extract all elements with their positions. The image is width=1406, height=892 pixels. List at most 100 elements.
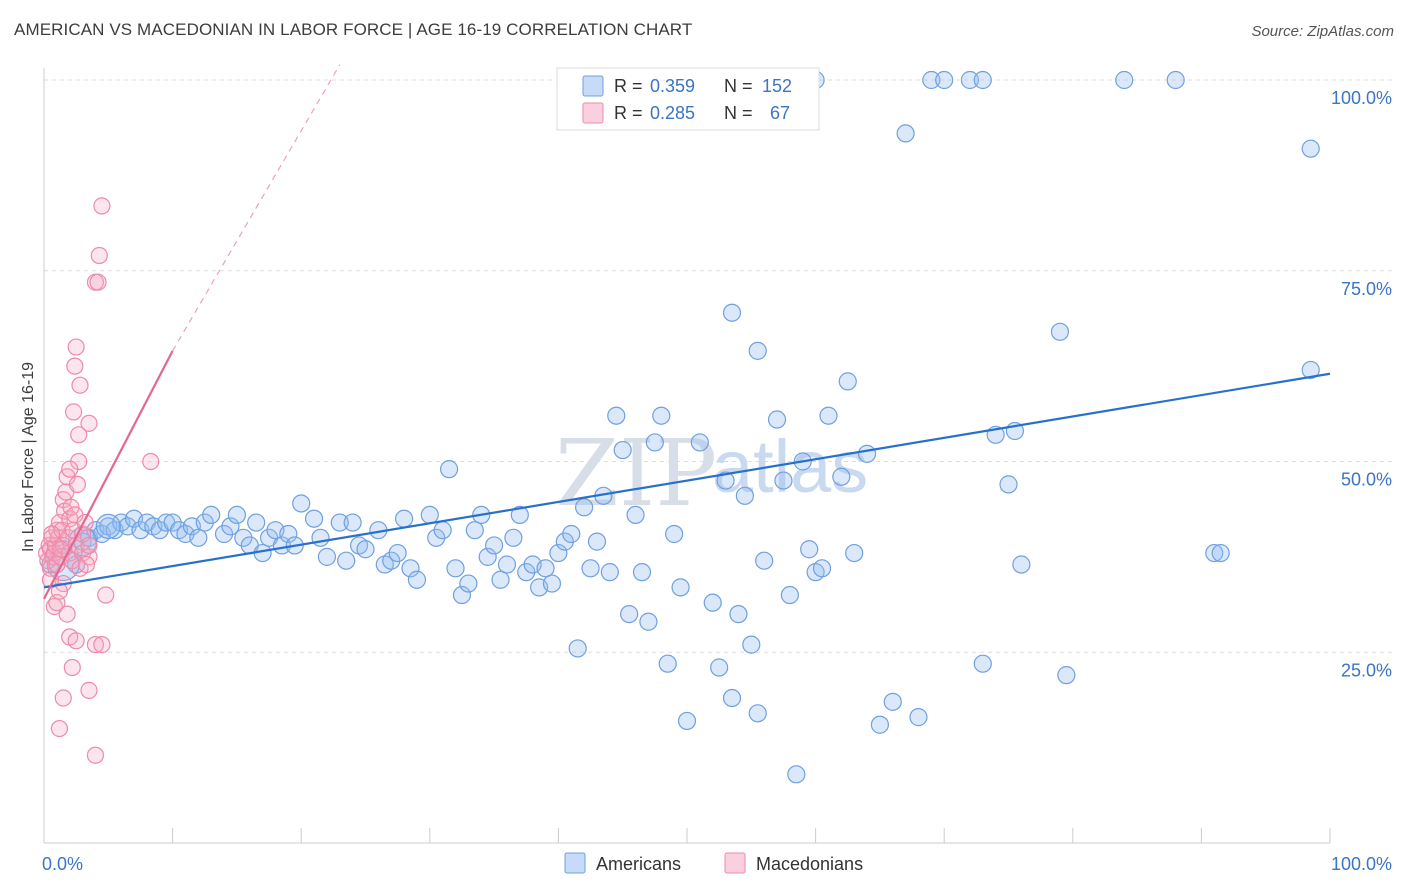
american-point: [485, 536, 504, 555]
american-point: [214, 524, 234, 544]
american-point: [279, 524, 298, 544]
american-point: [497, 555, 517, 574]
american-point: [767, 410, 787, 429]
american-point: [722, 303, 742, 322]
macedonian-point: [71, 376, 89, 394]
macedonian-point: [86, 636, 105, 654]
american-point: [870, 715, 890, 734]
watermark: ZIP atlas: [555, 420, 868, 527]
chart-title: AMERICAN VS MACEDONIAN IN LABOR FORCE | …: [14, 20, 693, 39]
legend-swatch-americans: [564, 852, 586, 874]
american-point: [247, 513, 266, 532]
american-point: [960, 70, 980, 90]
legend-item-americans[interactable]: Americans: [564, 852, 681, 874]
american-point: [343, 513, 362, 532]
american-point: [748, 704, 767, 723]
american-point: [542, 574, 562, 593]
macedonians-trend-extension: [172, 64, 341, 352]
macedonian-point: [80, 536, 98, 555]
american-point: [935, 70, 954, 90]
american-point: [857, 444, 877, 463]
american-point: [394, 509, 414, 528]
axes: [43, 68, 1331, 844]
american-point: [581, 559, 600, 578]
american-point: [607, 406, 626, 425]
american-point: [716, 471, 735, 490]
macedonian-point: [54, 689, 72, 707]
american-point: [234, 528, 253, 547]
legend-r-value: 0.359: [650, 76, 695, 96]
american-point: [195, 513, 214, 532]
macedonian-point: [50, 719, 69, 738]
y-tick-label: 75.0%: [1341, 279, 1392, 299]
american-point: [504, 528, 523, 547]
american-point: [1057, 666, 1076, 685]
american-point: [838, 372, 857, 391]
macedonian-point: [68, 475, 87, 493]
american-point: [1050, 322, 1070, 341]
american-point: [510, 505, 529, 525]
american-point: [973, 70, 992, 90]
american-point: [690, 433, 709, 452]
american-point: [1115, 70, 1134, 90]
macedonian-point: [90, 246, 108, 265]
american-point: [677, 711, 697, 731]
american-point: [439, 460, 459, 479]
american-point: [1211, 543, 1230, 563]
american-point: [568, 639, 587, 658]
macedonian-point: [61, 460, 79, 478]
watermark-zip: ZIP: [555, 420, 717, 527]
trend-lines: [43, 64, 1331, 600]
american-point: [549, 543, 568, 563]
legend-r-value: 0.285: [650, 103, 695, 123]
legend-n-label: N =: [724, 76, 753, 96]
legend-n-value: 152: [762, 76, 792, 96]
legend-swatch-macedonians: [582, 102, 604, 124]
macedonian-point: [58, 605, 76, 623]
american-point: [832, 467, 851, 486]
macedonian-point: [80, 414, 98, 432]
american-point: [407, 570, 427, 589]
macedonian-point: [67, 632, 85, 650]
american-point: [845, 543, 864, 563]
macedonian-point: [80, 681, 98, 700]
macedonian-point: [70, 426, 88, 444]
american-point: [671, 578, 690, 597]
american-point: [735, 486, 754, 505]
american-point: [311, 528, 330, 547]
tick-labels: 25.0% 50.0% 75.0% 100.0% 0.0% 100.0%: [42, 88, 1392, 874]
american-point: [787, 765, 806, 784]
american-point: [973, 654, 992, 673]
y-tick-label: 50.0%: [1341, 470, 1392, 490]
macedonian-point: [63, 658, 81, 677]
american-point: [189, 528, 208, 547]
american-point: [883, 692, 902, 711]
american-point: [446, 559, 465, 578]
american-point: [536, 559, 555, 578]
data-points: [37, 70, 1320, 784]
american-point: [1012, 555, 1031, 574]
american-point: [665, 524, 684, 544]
american-point: [645, 433, 664, 452]
american-point: [1301, 360, 1320, 380]
american-point: [491, 570, 510, 589]
american-point: [620, 604, 639, 624]
american-point: [292, 494, 311, 513]
x-tick-label: 0.0%: [42, 854, 83, 874]
american-point: [774, 471, 793, 490]
legend-item-macedonians[interactable]: Macedonians: [724, 852, 863, 874]
american-point: [909, 708, 928, 727]
american-point: [420, 505, 439, 525]
macedonian-point: [66, 357, 84, 375]
american-point: [896, 124, 915, 143]
american-point: [433, 521, 452, 540]
american-point: [600, 563, 619, 582]
legend-stats: R = 0.359 N = 152 R = 0.285 N = 67: [556, 67, 820, 131]
americans-trend-line: [43, 372, 1331, 589]
macedonian-point: [142, 452, 160, 471]
legend-row-americans: R = 0.359 N = 152: [582, 75, 792, 97]
macedonian-point: [89, 273, 107, 291]
macedonian-point: [97, 586, 115, 604]
american-point: [742, 635, 761, 654]
american-point: [382, 551, 401, 570]
